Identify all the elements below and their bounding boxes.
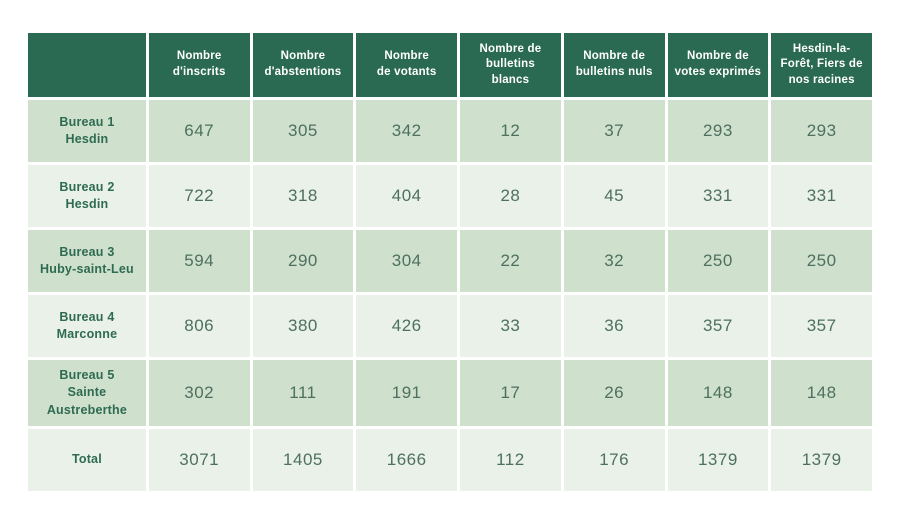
table-cell: 191 (356, 360, 458, 426)
table-cell: 176 (563, 429, 665, 491)
table-cell: 17 (460, 360, 561, 426)
table-cell: 33 (460, 295, 561, 357)
table-cell: 148 (771, 360, 872, 426)
table-row-bureau-2: Bureau 2 Hesdin 722 318 404 28 45 331 33… (28, 165, 872, 227)
table-cell: 342 (356, 100, 458, 162)
table-cell: 3071 (148, 429, 250, 491)
table-cell: 302 (148, 360, 250, 426)
column-header-nuls: Nombre de bulletins nuls (563, 33, 665, 97)
table-cell: 1379 (771, 429, 872, 491)
column-header-exprimes: Nombre de votes exprimés (667, 33, 769, 97)
table-row-bureau-3: Bureau 3 Huby-saint-Leu 594 290 304 22 3… (28, 230, 872, 292)
table-cell: 112 (460, 429, 561, 491)
table-cell: 148 (667, 360, 769, 426)
row-header: Bureau 3 Huby-saint-Leu (28, 230, 146, 292)
table-cell: 26 (563, 360, 665, 426)
column-header-votants: Nombre de votants (356, 33, 458, 97)
table-cell: 32 (563, 230, 665, 292)
column-header-blancs: Nombre de bulletins blancs (460, 33, 561, 97)
table-cell: 290 (252, 230, 354, 292)
table-cell: 22 (460, 230, 561, 292)
table-cell: 293 (667, 100, 769, 162)
row-header: Bureau 1 Hesdin (28, 100, 146, 162)
table-cell: 305 (252, 100, 354, 162)
row-header: Total (28, 429, 146, 491)
table-row-bureau-5: Bureau 5 Sainte Austreberthe 302 111 191… (28, 360, 872, 426)
table-cell: 380 (252, 295, 354, 357)
table-cell: 594 (148, 230, 250, 292)
table-cell: 318 (252, 165, 354, 227)
table-cell: 28 (460, 165, 561, 227)
table-cell: 331 (771, 165, 872, 227)
table-cell: 647 (148, 100, 250, 162)
table-cell: 404 (356, 165, 458, 227)
table-body: Bureau 1 Hesdin 647 305 342 12 37 293 29… (28, 100, 872, 491)
column-header-abstentions: Nombre d'abstentions (252, 33, 354, 97)
table-row-bureau-1: Bureau 1 Hesdin 647 305 342 12 37 293 29… (28, 100, 872, 162)
table-cell: 250 (667, 230, 769, 292)
header-row: Nombre d'inscrits Nombre d'abstentions N… (28, 33, 872, 97)
table-cell: 12 (460, 100, 561, 162)
table-cell: 357 (667, 295, 769, 357)
table-cell: 1666 (356, 429, 458, 491)
table-cell: 426 (356, 295, 458, 357)
table-cell: 357 (771, 295, 872, 357)
table-cell: 1405 (252, 429, 354, 491)
table-cell: 45 (563, 165, 665, 227)
table-cell: 806 (148, 295, 250, 357)
table-cell: 111 (252, 360, 354, 426)
table-cell: 293 (771, 100, 872, 162)
election-results-table: Nombre d'inscrits Nombre d'abstentions N… (25, 30, 875, 494)
table-cell: 722 (148, 165, 250, 227)
table-cell: 331 (667, 165, 769, 227)
table-cell: 36 (563, 295, 665, 357)
table-cell: 1379 (667, 429, 769, 491)
table-cell: 37 (563, 100, 665, 162)
table-cell: 250 (771, 230, 872, 292)
table-header: Nombre d'inscrits Nombre d'abstentions N… (28, 33, 872, 97)
row-header: Bureau 4 Marconne (28, 295, 146, 357)
table-row-total: Total 3071 1405 1666 112 176 1379 1379 (28, 429, 872, 491)
corner-cell (28, 33, 146, 97)
column-header-liste: Hesdin-la- Forêt, Fiers de nos racines (771, 33, 872, 97)
row-header: Bureau 5 Sainte Austreberthe (28, 360, 146, 426)
table-cell: 304 (356, 230, 458, 292)
table-row-bureau-4: Bureau 4 Marconne 806 380 426 33 36 357 … (28, 295, 872, 357)
column-header-inscrits: Nombre d'inscrits (148, 33, 250, 97)
row-header: Bureau 2 Hesdin (28, 165, 146, 227)
